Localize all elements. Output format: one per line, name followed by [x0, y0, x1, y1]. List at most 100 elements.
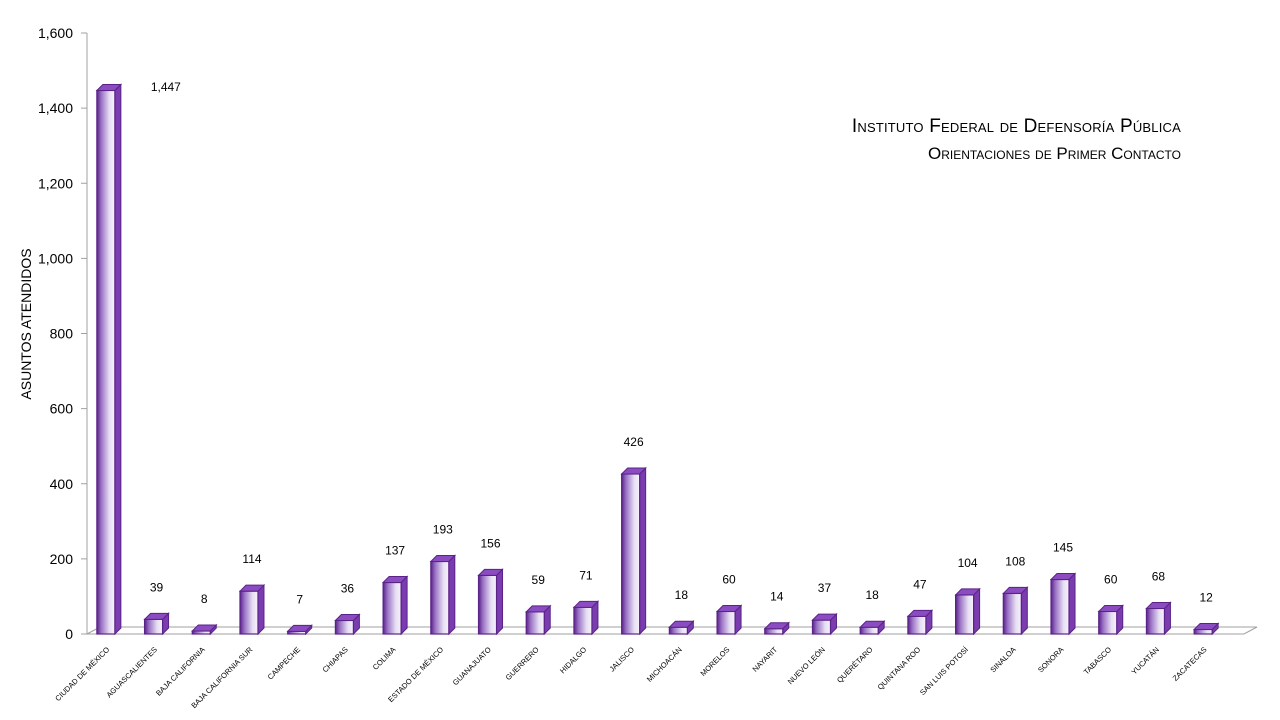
x-tick-label: QUINTANA ROO: [876, 645, 923, 692]
data-label: 60: [1104, 572, 1118, 586]
bar: [191, 623, 218, 636]
data-label: 137: [385, 544, 405, 558]
bar: [668, 620, 695, 636]
y-tick-label: 600: [50, 401, 74, 417]
bar: [143, 612, 170, 636]
bar: [525, 604, 552, 636]
data-label: 71: [579, 568, 593, 582]
data-label: 426: [624, 435, 644, 449]
x-axis-floor: [86, 626, 1258, 635]
x-tick-label: CHIAPAS: [321, 645, 350, 674]
bar-front: [1050, 578, 1070, 635]
data-label: 39: [150, 580, 164, 594]
bar-top: [572, 600, 600, 608]
data-label: 104: [958, 556, 978, 570]
bar-front: [668, 626, 688, 635]
bar-front: [811, 619, 832, 635]
bar-top: [906, 609, 934, 617]
bar-front: [1098, 610, 1118, 635]
y-tick-label: 1,600: [38, 25, 73, 41]
x-tick-label: CAMPECHE: [266, 645, 302, 681]
x-tick-label: TABASCO: [1082, 645, 1113, 676]
bar: [620, 466, 647, 636]
data-label: 47: [913, 577, 927, 591]
bar-top: [811, 613, 838, 621]
data-label: 108: [1005, 554, 1025, 568]
bar: [811, 612, 838, 636]
bar-top: [143, 612, 170, 620]
bar-top: [191, 624, 218, 632]
data-label: 36: [341, 581, 355, 595]
y-tick-label: 1,400: [38, 100, 73, 116]
bars: [95, 83, 1220, 636]
data-label: 156: [481, 536, 501, 550]
bar-front: [1145, 607, 1166, 635]
bar-top: [381, 576, 409, 584]
bar-side: [973, 587, 981, 636]
data-label: 1,447: [151, 80, 181, 94]
bar-top: [334, 613, 361, 621]
bar-top: [429, 555, 457, 563]
bar: [381, 575, 409, 636]
bar: [95, 83, 123, 636]
bar: [1145, 601, 1172, 636]
bar-top: [668, 620, 695, 628]
data-label: 193: [433, 523, 453, 537]
bar-side: [400, 575, 408, 636]
bar-top: [954, 588, 981, 596]
x-tick-label: GUANAJUATO: [451, 645, 493, 687]
x-tick-label: GUERRERO: [504, 645, 541, 682]
bar: [429, 554, 457, 636]
bar-front: [764, 628, 784, 635]
data-label: 8: [201, 592, 208, 606]
bar-front: [1193, 628, 1213, 635]
y-tick-label: 200: [50, 551, 74, 567]
chart-title: Instituto Federal de Defensoría Pública: [851, 116, 1181, 137]
x-tick-label: QUERÉTARO: [835, 645, 875, 685]
x-tick-label: BAJA CALIFORNIA: [154, 645, 207, 698]
bar-front: [525, 611, 545, 635]
bar: [906, 609, 934, 636]
data-label: 59: [532, 573, 546, 587]
bar: [954, 587, 981, 636]
data-label: 60: [722, 572, 736, 586]
bar: [334, 613, 361, 636]
bar-top: [477, 568, 504, 576]
bar: [715, 604, 743, 636]
bar-top: [525, 605, 552, 613]
bar: [572, 600, 600, 636]
bar-front: [430, 560, 450, 635]
bar-front: [143, 618, 164, 635]
bar: [1192, 622, 1220, 636]
bar-top: [1145, 601, 1172, 609]
chart-title-block: Instituto Federal de Defensoría Pública …: [852, 116, 1181, 164]
bar-top: [1097, 604, 1124, 612]
y-tick-label: 0: [65, 626, 73, 642]
x-tick-label: SAN LUIS POTOSÍ: [918, 644, 971, 697]
bar: [477, 568, 504, 636]
x-tick-label: HIDALGO: [558, 645, 588, 675]
data-label: 18: [866, 588, 880, 602]
x-tick-label: MICHOACÁN: [645, 645, 684, 684]
y-tick-label: 400: [50, 476, 74, 492]
bar: [1049, 572, 1077, 636]
bar: [286, 624, 313, 636]
x-tick-label: CIUDAD DE MÉXICO: [53, 645, 111, 703]
data-label: 68: [1152, 569, 1166, 583]
bar-front: [96, 89, 116, 635]
bar-top: [1049, 573, 1077, 581]
bar-top: [715, 604, 743, 612]
bar-front: [382, 581, 402, 635]
x-tick-label: COLIMA: [371, 645, 398, 672]
data-label: 37: [818, 581, 832, 595]
bar-front: [573, 606, 593, 635]
x-tick-label: JALISCO: [608, 645, 637, 674]
data-label: 14: [770, 590, 784, 604]
bar: [763, 621, 790, 636]
bar-top: [858, 620, 886, 628]
x-tick-label: AGUASCALIENTES: [105, 645, 159, 699]
bar-side: [257, 583, 265, 636]
bar-side: [114, 83, 122, 636]
bar-top: [1002, 586, 1029, 594]
data-label: 114: [242, 552, 261, 566]
